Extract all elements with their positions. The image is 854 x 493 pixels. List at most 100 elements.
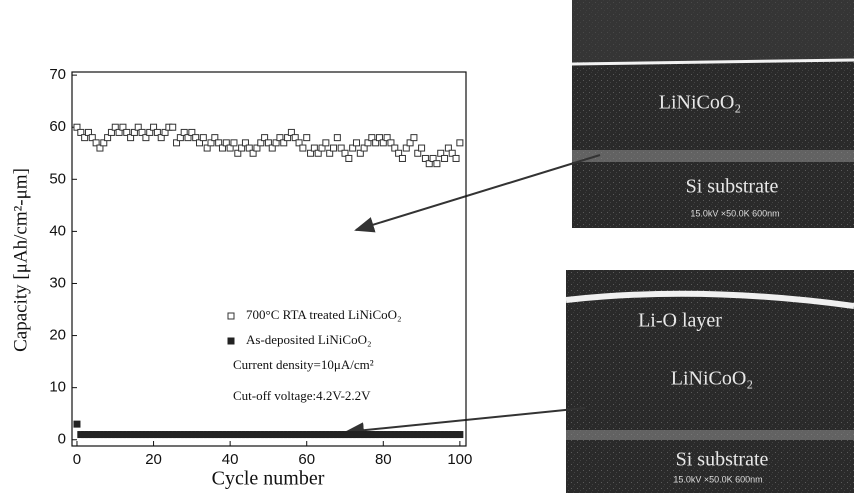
data-point [234, 149, 242, 157]
data-point [310, 144, 318, 152]
legend-marker [227, 337, 235, 345]
x-tick-label: 100 [447, 451, 472, 468]
data-point [326, 149, 334, 157]
data-point [307, 149, 315, 157]
data-point [130, 128, 138, 136]
data-point [429, 154, 437, 162]
y-tick-label: 60 [49, 118, 66, 135]
scale-bar: 15.0kV ×50.0K 600nm [673, 474, 762, 484]
data-point [272, 139, 280, 147]
x-tick-label: 60 [298, 451, 315, 468]
data-point [441, 154, 449, 162]
data-point [330, 144, 338, 152]
data-point [88, 134, 96, 142]
data-point [391, 144, 399, 152]
data-point [425, 160, 433, 168]
data-point [230, 139, 238, 147]
annotation: Current density=10μA/cm² [233, 357, 374, 372]
plot-frame [71, 71, 467, 447]
layer-label: LiNiCoO₂ [659, 92, 742, 114]
y-tick-label: 0 [58, 431, 66, 448]
data-point [287, 128, 295, 136]
data-point [398, 154, 406, 162]
data-point [222, 139, 230, 147]
data-point [161, 128, 169, 136]
data-point [456, 431, 464, 439]
sem-image-top: LiNiCoO₂ Si substrate 15.0kV ×50.0K 600n… [571, 0, 854, 228]
data-point [207, 139, 215, 147]
y-tick-label: 30 [49, 274, 66, 291]
data-point [199, 134, 207, 142]
data-point [284, 134, 292, 142]
data-point [261, 134, 269, 142]
data-point [264, 139, 272, 147]
layer-label: LiNiCoO₂ [671, 368, 754, 390]
legend-label: 700°C RTA treated LiNiCoO₂ [246, 307, 402, 322]
y-tick-label: 10 [49, 379, 66, 396]
data-point [303, 134, 311, 142]
data-point [138, 128, 146, 136]
data-point [226, 144, 234, 152]
data-point [150, 123, 158, 131]
data-point [322, 139, 330, 147]
data-point [410, 134, 418, 142]
annotation: Cut-off voltage:4.2V-2.2V [233, 388, 371, 403]
y-tick-label: 20 [49, 327, 66, 344]
data-point [188, 128, 196, 136]
data-point [180, 128, 188, 136]
layer-label: Si substrate [686, 176, 779, 198]
data-point [115, 128, 123, 136]
data-point [345, 154, 353, 162]
data-point [77, 128, 85, 136]
layer-label: Si substrate [676, 449, 769, 471]
data-point [368, 134, 376, 142]
data-point [444, 144, 452, 152]
data-point [372, 139, 380, 147]
data-point [176, 134, 184, 142]
data-point [119, 123, 127, 131]
x-tick-label: 40 [222, 451, 239, 468]
data-point [414, 149, 422, 157]
data-point [337, 144, 345, 152]
data-point [104, 134, 112, 142]
data-point [318, 144, 326, 152]
data-point [211, 134, 219, 142]
data-point [73, 123, 81, 131]
data-point [406, 139, 414, 147]
data-point [245, 144, 253, 152]
data-point [268, 144, 276, 152]
data-point [456, 139, 464, 147]
y-tick-label: 50 [49, 170, 66, 187]
data-point [153, 128, 161, 136]
data-point [276, 134, 284, 142]
y-axis-label: Capacity [μAh/cm²-μm] [10, 168, 31, 352]
x-tick-label: 20 [145, 451, 162, 468]
data-point [146, 128, 154, 136]
data-point [107, 128, 115, 136]
data-point [448, 149, 456, 157]
data-point [257, 139, 265, 147]
data-point [395, 149, 403, 157]
data-point [375, 134, 383, 142]
y-tick-label: 70 [49, 66, 66, 83]
data-point [295, 139, 303, 147]
data-point [218, 144, 226, 152]
data-point [387, 139, 395, 147]
data-point [402, 144, 410, 152]
data-point [96, 144, 104, 152]
data-point [249, 149, 257, 157]
data-point [173, 139, 181, 147]
data-point [291, 134, 299, 142]
sem-image-bottom: Li-O layer LiNiCoO₂ Si substrate 15.0kV … [565, 270, 854, 493]
data-point [383, 134, 391, 142]
data-point [81, 134, 89, 142]
legend-marker [227, 312, 235, 320]
data-point [280, 139, 288, 147]
legend-label: As-deposited LiNiCoO₂ [246, 332, 372, 347]
data-point [333, 134, 341, 142]
layer-label: Li-O layer [638, 310, 722, 332]
data-point [196, 139, 204, 147]
data-point [134, 123, 142, 131]
data-point [364, 139, 372, 147]
